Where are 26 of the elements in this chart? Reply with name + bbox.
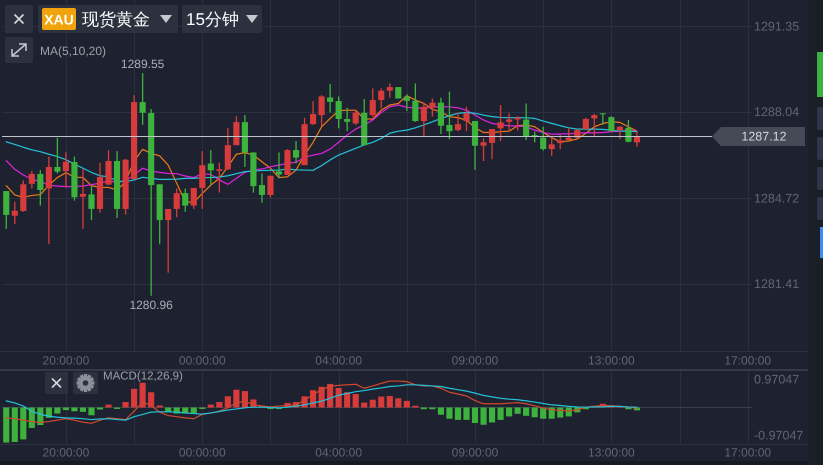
annotation: 1289.55 <box>120 57 165 72</box>
x-tick-label: 00:00:00 <box>178 354 226 368</box>
x-tick-label: 04:00:00 <box>315 354 362 368</box>
ref-line-label: 1287.12 <box>741 130 787 144</box>
y-tick-label: 1284.72 <box>754 191 800 206</box>
y-tick-label: 1281.41 <box>754 277 800 292</box>
x-tick-label: 20:00:00 <box>42 446 90 460</box>
x-tick-label: 09:00:00 <box>452 354 499 368</box>
annotation: 现货黄金 <box>82 10 150 29</box>
y-tick-label: 1291.35 <box>754 19 800 34</box>
annotation: 1280.96 <box>129 298 174 312</box>
annotation: MA(5,10,20) <box>40 44 106 58</box>
x-tick-label: 00:00:00 <box>178 446 226 460</box>
annotation: 15分钟 <box>186 10 239 29</box>
x-tick-label: 13:00:00 <box>588 446 636 460</box>
x-tick-label: 09:00:00 <box>452 446 499 460</box>
y-tick-label: 0.97047 <box>754 372 800 387</box>
y-tick-label: 1288.04 <box>754 105 800 120</box>
x-tick-label: 17:00:00 <box>724 446 772 460</box>
annotation: MACD(12,26,9) <box>103 370 184 382</box>
y-tick-label: -0.97047 <box>754 428 804 442</box>
x-tick-label: 13:00:00 <box>588 354 636 368</box>
annotation: XAU <box>44 12 74 28</box>
x-tick-label: 20:00:00 <box>42 354 90 368</box>
x-tick-label: 04:00:00 <box>315 446 362 460</box>
x-tick-label: 17:00:00 <box>724 354 772 368</box>
